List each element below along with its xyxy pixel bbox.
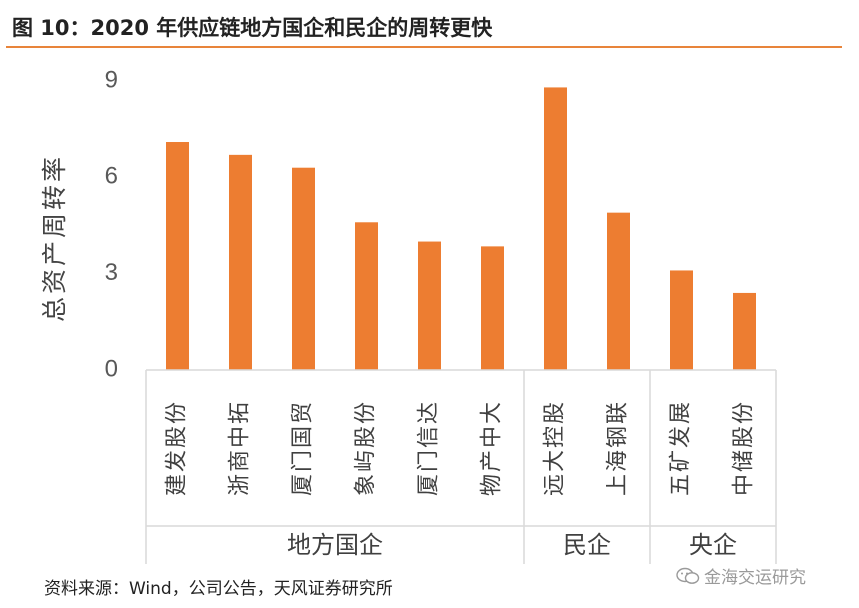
- x-tick-label: 上海钢联: [606, 400, 631, 496]
- y-tick-label: 6: [105, 163, 118, 190]
- bar: [292, 167, 315, 370]
- bars: [166, 87, 756, 370]
- axes: [145, 369, 777, 564]
- group-labels: 地方国企 民企 央企: [287, 531, 737, 559]
- y-axis-label-group: 总资产周转率: [40, 154, 69, 322]
- bar-chart: 总资产周转率 0 3 6 9 建发股份 浙商中拓 厦门国贸 象屿股份 厦门信达 物产中大 远大控股…: [40, 66, 777, 564]
- watermark: 金海交运研究: [676, 563, 806, 588]
- bar: [481, 246, 504, 370]
- x-tick-label: 浙商中拓: [228, 400, 253, 496]
- figure-title: 图 10：2020 年供应链地方国企和民企的周转更快: [12, 16, 493, 40]
- x-tick-label: 五矿发展: [669, 400, 694, 496]
- bar: [229, 154, 252, 370]
- title-divider: [6, 46, 842, 48]
- y-tick-label: 3: [105, 259, 118, 286]
- y-tick-label: 9: [105, 66, 118, 93]
- x-tick-label: 厦门国贸: [291, 400, 316, 496]
- x-axis-labels: 建发股份 浙商中拓 厦门国贸 象屿股份 厦门信达 物产中大 远大控股 上海钢联 五矿发展 中储股份: [165, 400, 757, 496]
- x-tick-label: 远大控股: [543, 400, 568, 496]
- x-tick-label: 建发股份: [165, 400, 190, 496]
- figure-header: 图 10：2020 年供应链地方国企和民企的周转更快: [6, 6, 842, 48]
- bar: [670, 270, 693, 370]
- bar: [733, 292, 756, 370]
- watermark-text: 金海交运研究: [704, 568, 806, 588]
- wechat-icon: [676, 567, 700, 584]
- y-axis-ticks: 0 3 6 9: [105, 66, 118, 382]
- y-axis-label: 总资产周转率: [40, 154, 69, 322]
- y-tick-label: 0: [105, 355, 118, 382]
- bar: [544, 87, 567, 370]
- bar: [607, 212, 630, 370]
- source-note: 资料来源：Wind，公司公告，天风证券研究所: [44, 579, 393, 599]
- group-label: 央企: [689, 531, 737, 559]
- bar: [355, 222, 378, 370]
- bar: [166, 142, 189, 370]
- x-tick-label: 物产中大: [480, 400, 505, 496]
- group-label: 地方国企: [287, 531, 383, 559]
- group-label: 民企: [563, 531, 611, 559]
- x-tick-label: 象屿股份: [354, 400, 379, 496]
- bar: [418, 241, 441, 370]
- x-tick-label: 中储股份: [732, 400, 757, 496]
- x-tick-label: 厦门信达: [417, 400, 442, 496]
